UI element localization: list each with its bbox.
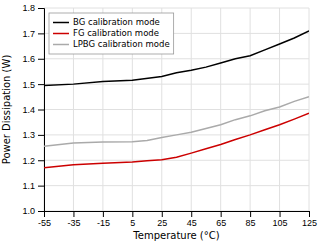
tick-mark: [38, 110, 44, 111]
tick-label: 1.4: [22, 105, 35, 115]
tick: 65: [216, 211, 226, 228]
tick: 85: [246, 211, 256, 228]
tick-label: 1.8: [22, 3, 35, 13]
tick-label: 45: [187, 218, 197, 228]
tick: -55: [38, 211, 51, 228]
tick: -15: [97, 211, 110, 228]
tick-mark: [250, 211, 251, 217]
grid-line-y: [44, 160, 309, 161]
tick-mark: [38, 59, 44, 60]
tick: -35: [67, 211, 80, 228]
tick-mark: [309, 211, 310, 217]
tick-mark: [38, 135, 44, 136]
tick-label: 1.7: [22, 29, 35, 39]
legend-swatch: [53, 33, 69, 35]
tick-mark: [221, 211, 222, 217]
tick: 1.4: [22, 105, 44, 115]
series-line: [44, 113, 309, 168]
series-line: [44, 31, 309, 86]
grid-line-y: [44, 8, 309, 9]
tick-mark: [38, 8, 44, 9]
tick: 1.0: [22, 206, 44, 216]
chart: -55-35-155254565851051251.01.11.21.31.41…: [0, 0, 321, 243]
tick-label: 1.5: [22, 80, 35, 90]
tick-mark: [103, 211, 104, 217]
grid-line-y: [44, 185, 309, 186]
tick-mark: [280, 211, 281, 217]
tick-mark: [73, 211, 74, 217]
tick: 105: [273, 211, 288, 228]
tick: 1.7: [22, 29, 44, 39]
tick: 1.5: [22, 80, 44, 90]
tick-mark: [132, 211, 133, 217]
tick-label: 105: [273, 218, 288, 228]
tick-label: 1.1: [22, 181, 35, 191]
legend-item: BG calibration mode: [53, 17, 160, 27]
tick-label: 1.0: [22, 206, 35, 216]
legend-swatch: [53, 44, 69, 46]
axis-line: [45, 212, 310, 218]
legend-label: LPBG calibration mode: [73, 39, 170, 49]
legend-label: FG calibration mode: [73, 28, 159, 38]
tick-mark: [191, 211, 192, 217]
tick-label: 125: [302, 218, 317, 228]
y-axis: 1.0 1.1 1.2 1.3 1.4 1.5 1.6 1.7 1.8: [22, 3, 44, 216]
y-axis-title: Power Dissipation (W): [1, 55, 12, 165]
tick: 1.2: [22, 156, 44, 166]
x-axis-title: Temperature (°C): [132, 230, 219, 241]
legend-item: LPBG calibration mode: [53, 39, 170, 49]
tick-mark: [38, 84, 44, 85]
tick-mark: [162, 211, 163, 217]
tick-label: -55: [38, 218, 51, 228]
tick-label: 1.3: [22, 130, 35, 140]
tick-label: 85: [246, 218, 256, 228]
tick-mark: [38, 211, 44, 212]
tick: 5: [130, 211, 135, 228]
tick: 1.3: [22, 130, 44, 140]
tick-label: -35: [67, 218, 80, 228]
tick: 1.1: [22, 181, 44, 191]
legend: BG calibration modeFG calibration modeLP…: [49, 13, 174, 54]
legend-label: BG calibration mode: [73, 17, 160, 27]
tick-label: 1.2: [22, 156, 35, 166]
tick-mark: [38, 160, 44, 161]
series-line: [44, 97, 309, 146]
tick-mark: [38, 33, 44, 34]
tick-label: -15: [97, 218, 110, 228]
tick-label: 25: [157, 218, 167, 228]
tick-label: 1.6: [22, 54, 35, 64]
legend-swatch: [53, 22, 69, 24]
legend-item: FG calibration mode: [53, 28, 159, 38]
tick-label: 65: [216, 218, 226, 228]
axis-line: [38, 9, 45, 212]
grid: [44, 8, 309, 211]
tick: 45: [187, 211, 197, 228]
tick: 1.6: [22, 54, 44, 64]
tick: 125: [302, 211, 317, 228]
x-axis: -55 -35 -15 5 25 45 65 85 105 125: [38, 211, 317, 228]
tick: 1.8: [22, 3, 44, 13]
tick-label: 5: [130, 218, 135, 228]
grid-line-y: [44, 58, 309, 59]
plot: -55-35-155254565851051251.01.11.21.31.41…: [22, 3, 317, 228]
tick: 25: [157, 211, 167, 228]
tick-mark: [38, 186, 44, 187]
legend-box: [49, 13, 174, 54]
